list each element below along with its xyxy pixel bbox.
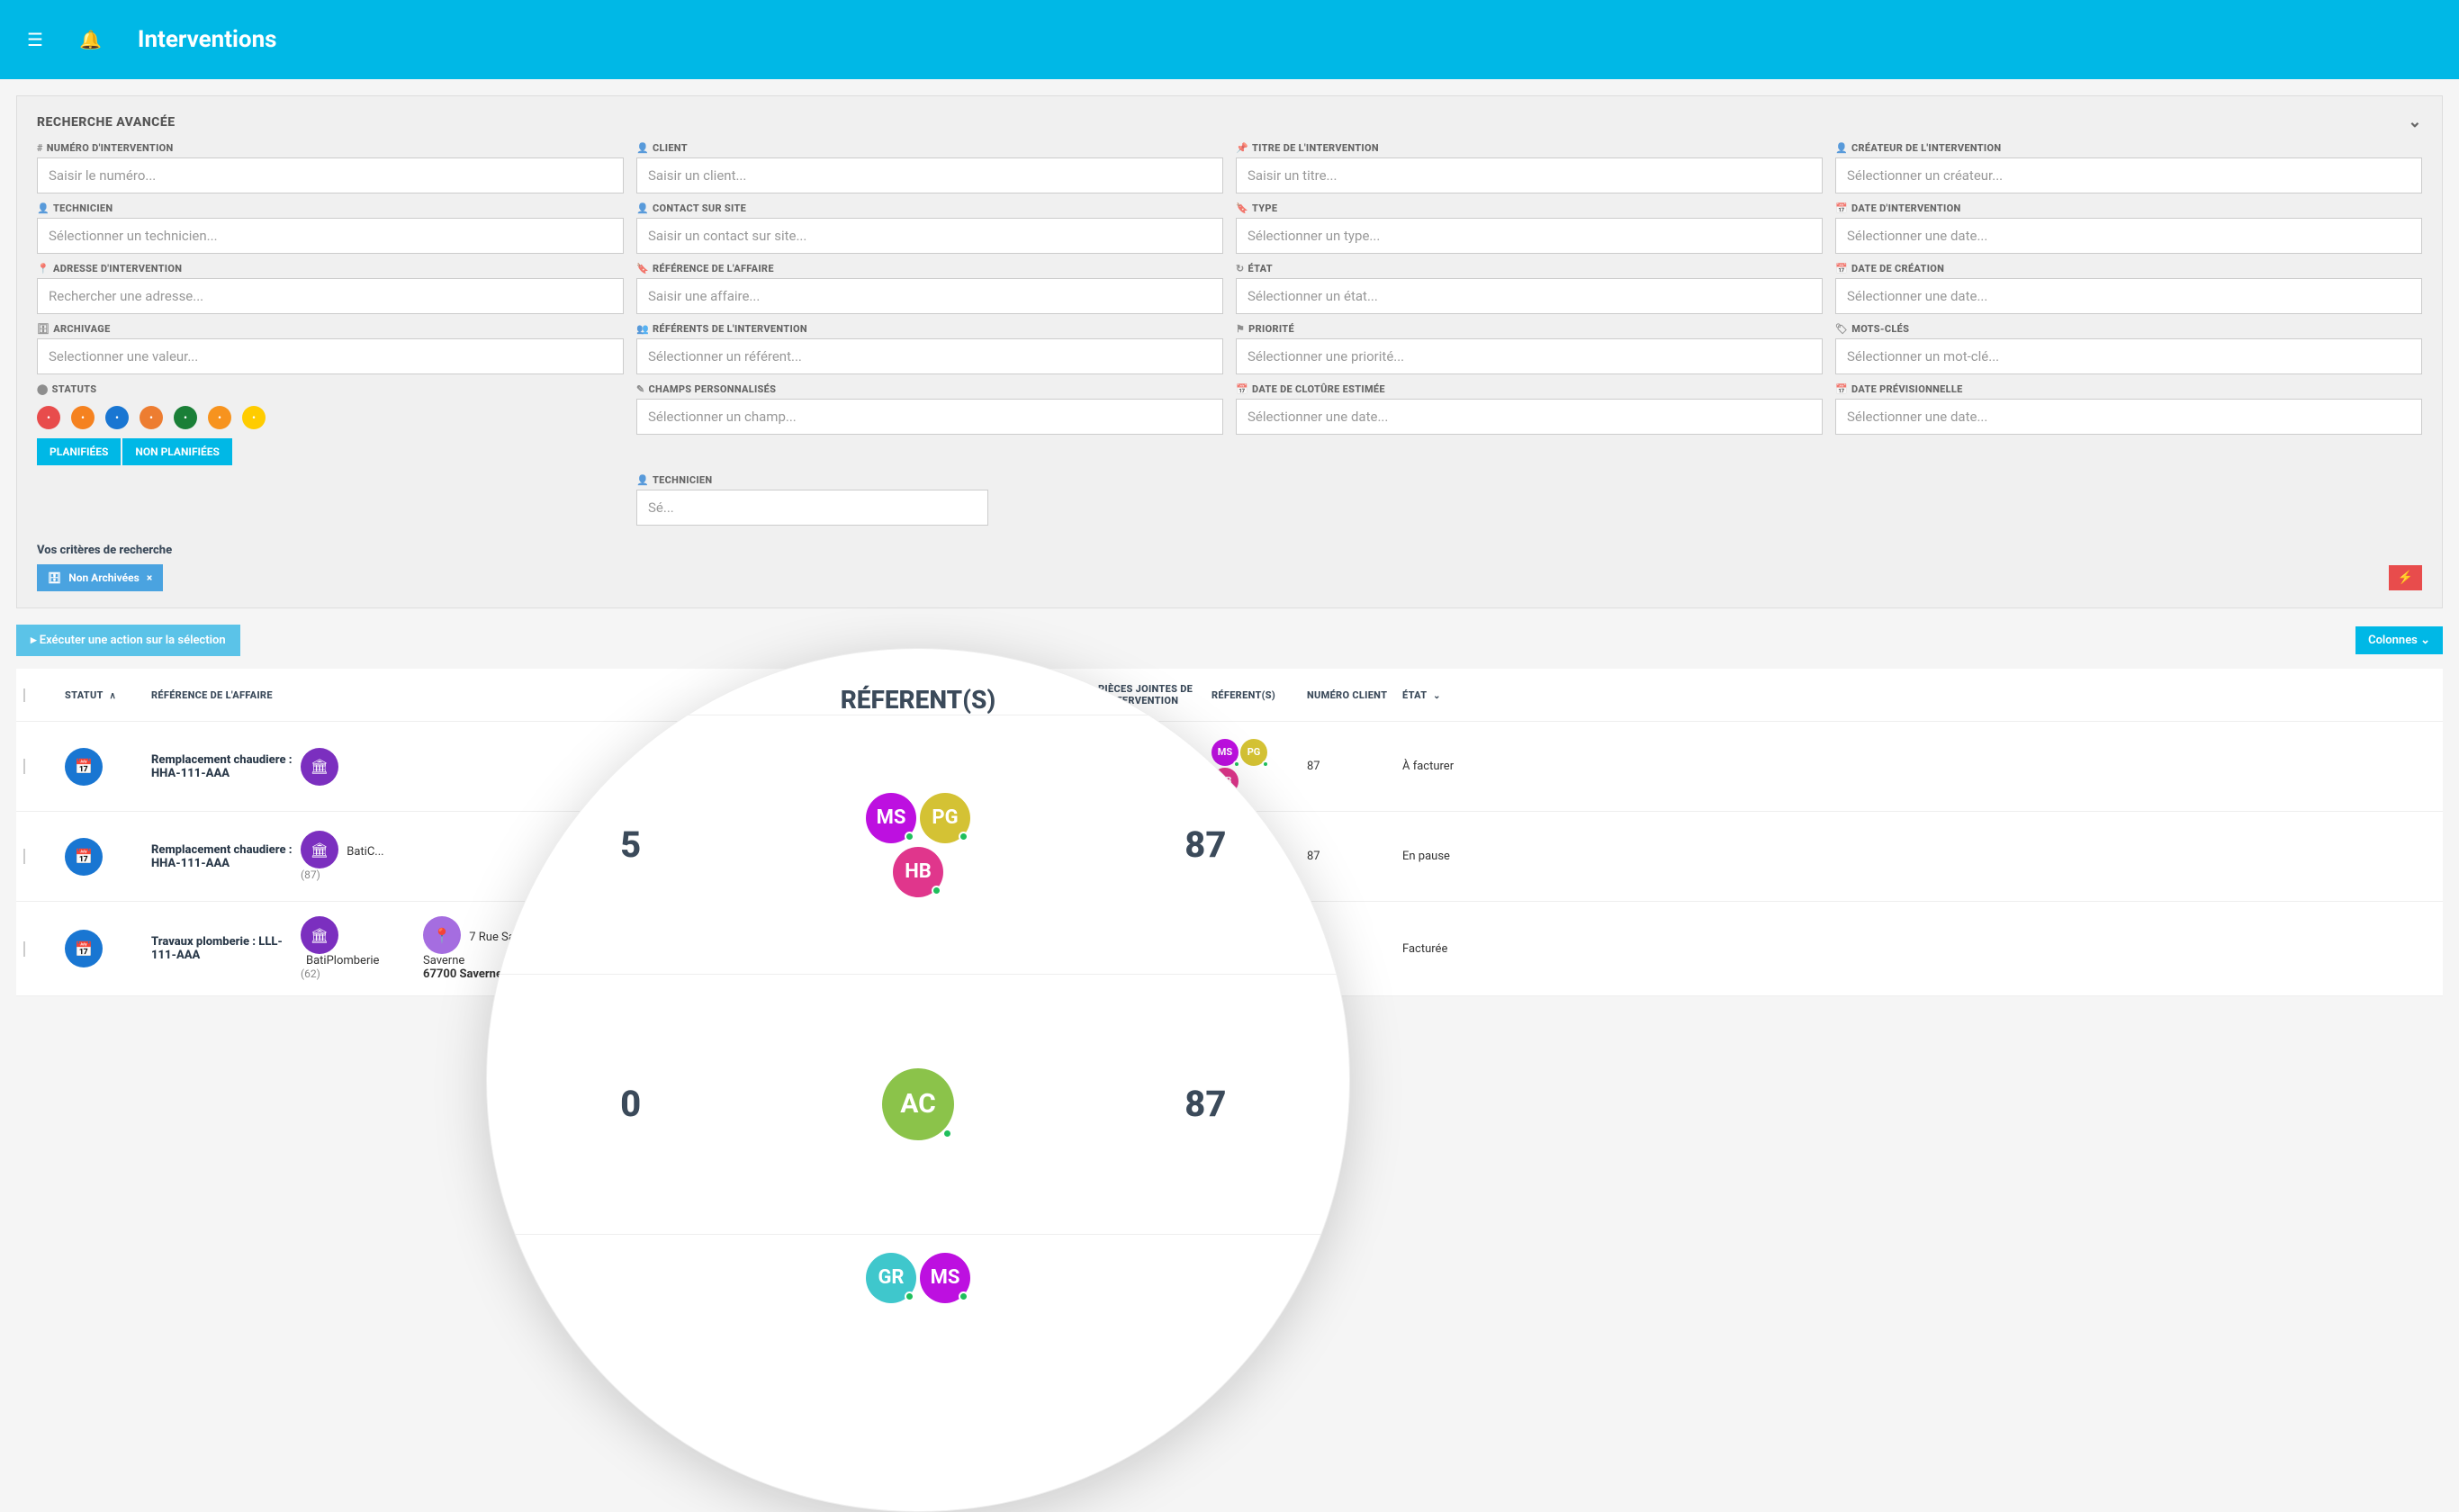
- extra-input-2[interactable]: [1835, 399, 2422, 435]
- page-title: Interventions: [138, 26, 277, 53]
- filter-input-15[interactable]: [1835, 338, 2422, 374]
- state-cell: À facturer: [1402, 760, 1492, 773]
- topbar: ☰ 🔔 Interventions: [0, 0, 2459, 79]
- execute-selection-button[interactable]: ▸ Exécuter une action sur la sélection: [16, 625, 240, 656]
- status-filter-dot[interactable]: •: [174, 406, 197, 429]
- advanced-search-panel: RECHERCHE AVANCÉE ⌄ #NUMÉRO D'INTERVENTI…: [16, 95, 2443, 608]
- clear-filters-button[interactable]: ⚡: [2389, 565, 2422, 590]
- filter-input-7[interactable]: [1835, 218, 2422, 254]
- filter-input-2[interactable]: [1236, 158, 1823, 194]
- site-icon: 📍: [423, 916, 461, 954]
- criteria-chip[interactable]: 🗄Non Archivées×: [37, 564, 163, 591]
- plan-button[interactable]: PLANIFIÉES: [37, 438, 121, 465]
- select-all-checkbox[interactable]: [23, 688, 25, 702]
- client-icon: 🏛: [301, 916, 338, 954]
- reference-cell: Remplacement chaudiere : HHA-111-AAA: [151, 843, 295, 870]
- action-row: ▸ Exécuter une action sur la sélection C…: [0, 625, 2459, 656]
- filter-input-3[interactable]: [1835, 158, 2422, 194]
- reference-cell: Travaux plomberie : LLL-111-AAA: [151, 935, 295, 962]
- status-filter-dot[interactable]: •: [242, 406, 266, 429]
- status-icon: 📅: [65, 838, 103, 876]
- status-filter-dot[interactable]: •: [105, 406, 129, 429]
- filter-input-12[interactable]: [37, 338, 624, 374]
- filter-input-10[interactable]: [1236, 278, 1823, 314]
- plan-button[interactable]: NON PLANIFIÉES: [122, 438, 232, 465]
- chip-close-icon[interactable]: ×: [147, 572, 152, 584]
- status-icon: 📅: [65, 930, 103, 968]
- client-icon: 🏛: [301, 831, 338, 868]
- client-num-cell: 87: [1307, 850, 1397, 863]
- criteria-label: Vos critères de recherche: [37, 544, 2422, 557]
- status-filter-dot[interactable]: •: [208, 406, 231, 429]
- collapse-icon[interactable]: ⌄: [2408, 112, 2422, 131]
- statuts-label: STATUTS: [52, 383, 97, 395]
- state-cell: En pause: [1402, 850, 1492, 863]
- extra-input-1[interactable]: [1236, 399, 1823, 435]
- status-filter-dot[interactable]: •: [71, 406, 95, 429]
- filter-input-9[interactable]: [636, 278, 1223, 314]
- hamburger-icon[interactable]: ☰: [27, 29, 43, 50]
- technicien2-input[interactable]: [636, 490, 988, 526]
- filter-input-0[interactable]: [37, 158, 624, 194]
- filter-input-14[interactable]: [1236, 338, 1823, 374]
- filter-input-11[interactable]: [1835, 278, 2422, 314]
- magnifier-overlay: NTION CL RÉFERENT(S) 5MSPGHB870AC87GRMS: [486, 648, 1350, 1512]
- col-statut[interactable]: STATUT ∧: [65, 689, 146, 701]
- filter-input-1[interactable]: [636, 158, 1223, 194]
- client-num-cell: 87: [1307, 760, 1397, 773]
- filter-input-5[interactable]: [636, 218, 1223, 254]
- col-header[interactable]: ÉTAT ⌄: [1402, 689, 1492, 701]
- client-icon: 🏛: [301, 748, 338, 786]
- status-filter-dot[interactable]: •: [140, 406, 163, 429]
- row-checkbox[interactable]: [23, 941, 25, 957]
- state-cell: Facturée: [1402, 942, 1492, 956]
- filter-input-8[interactable]: [37, 278, 624, 314]
- row-checkbox[interactable]: [23, 759, 25, 774]
- reference-cell: Remplacement chaudiere : HHA-111-AAA: [151, 753, 295, 780]
- row-checkbox[interactable]: [23, 849, 25, 864]
- bell-icon[interactable]: 🔔: [79, 29, 102, 50]
- filter-input-4[interactable]: [37, 218, 624, 254]
- technicien2-label: TECHNICIEN: [653, 474, 712, 486]
- status-icon: 📅: [65, 748, 103, 786]
- filter-input-6[interactable]: [1236, 218, 1823, 254]
- columns-button[interactable]: Colonnes ⌄: [2355, 626, 2443, 654]
- search-panel-title: RECHERCHE AVANCÉE: [37, 115, 176, 130]
- status-filter-dot[interactable]: •: [37, 406, 60, 429]
- filter-input-13[interactable]: [636, 338, 1223, 374]
- extra-input-0[interactable]: [636, 399, 1223, 435]
